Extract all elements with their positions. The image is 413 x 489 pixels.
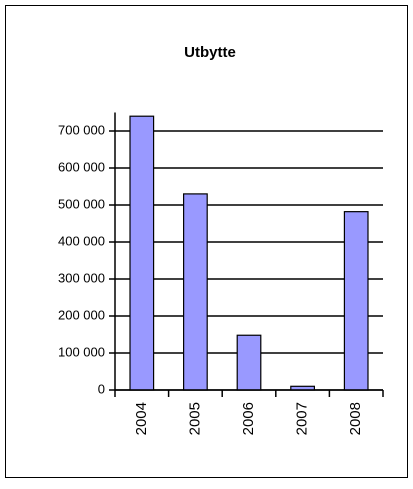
y-tick-label: 500 000 [58, 196, 105, 211]
x-tick-label: 2006 [240, 402, 257, 435]
chart-title: Utbytte [184, 44, 236, 61]
bar [343, 211, 369, 391]
bar [236, 334, 262, 391]
x-tick-label: 2005 [186, 402, 203, 435]
x-tick-label: 2004 [133, 402, 150, 435]
y-tick-label: 700 000 [58, 122, 105, 137]
y-tick-label: 600 000 [58, 159, 105, 174]
y-tick-label: 200 000 [58, 307, 105, 322]
x-tick-label: 2008 [347, 402, 364, 435]
x-tick-label: 2007 [294, 402, 311, 435]
bar [129, 115, 155, 391]
y-tick-label: 100 000 [58, 344, 105, 359]
bar [183, 193, 208, 391]
y-tick-label: 300 000 [58, 270, 105, 285]
y-tick-label: 400 000 [58, 233, 105, 248]
y-tick-label: 0 [98, 381, 105, 396]
